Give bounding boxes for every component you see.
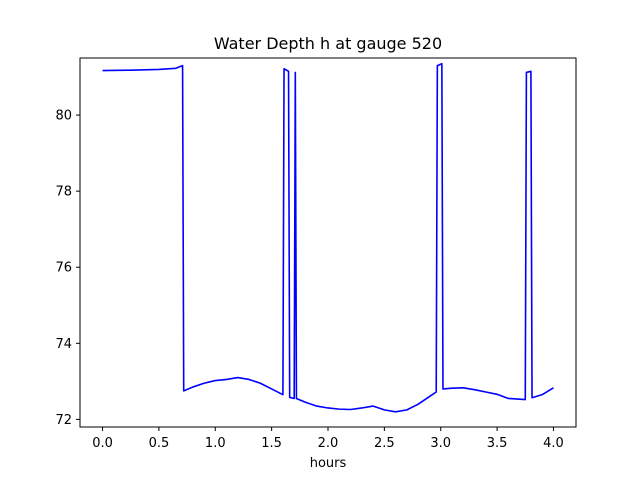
y-tick-label: 76 — [55, 261, 72, 276]
x-tick-label: 3.5 — [487, 436, 508, 451]
series-layer — [102, 62, 554, 413]
x-axis-label: hours — [310, 456, 347, 471]
x-tick-label: 4.0 — [543, 436, 564, 451]
y-tick-label: 80 — [55, 109, 72, 124]
y-tick-label: 74 — [55, 337, 72, 352]
y-axis: 72 74 76 78 80 — [55, 109, 80, 428]
x-tick-label: 0.0 — [92, 436, 113, 451]
plot-area: 0.0 0.5 1.0 1.5 2.0 2.5 3.0 3.5 4.0 72 74 76 78 80 — [55, 57, 577, 451]
x-tick-label: 1.0 — [205, 436, 226, 451]
x-tick-label: 0.5 — [149, 436, 170, 451]
x-tick-label: 2.5 — [374, 436, 395, 451]
y-tick-label: 72 — [55, 413, 72, 428]
x-tick-label: 1.5 — [261, 436, 282, 451]
x-axis: 0.0 0.5 1.0 1.5 2.0 2.5 3.0 3.5 4.0 — [92, 427, 564, 451]
x-tick-label: 3.0 — [430, 436, 451, 451]
chart-title: Water Depth h at gauge 520 — [214, 34, 442, 53]
x-tick-label: 2.0 — [318, 436, 339, 451]
y-tick-label: 78 — [55, 185, 72, 200]
series-line — [102, 62, 554, 413]
